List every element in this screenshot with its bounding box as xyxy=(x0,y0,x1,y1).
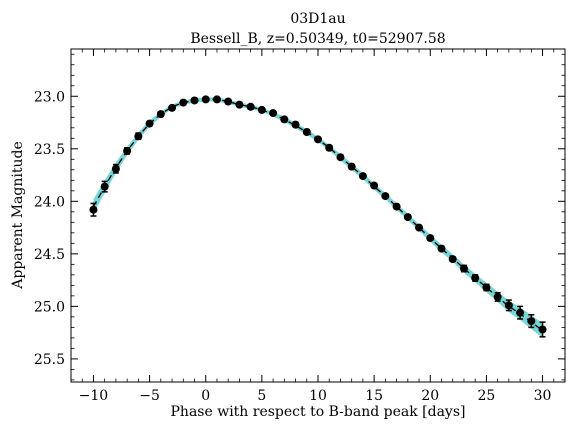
data-point xyxy=(89,205,98,214)
x-tick-label: 5 xyxy=(257,388,266,404)
x-tick-label: 25 xyxy=(477,388,495,404)
data-point xyxy=(415,223,424,232)
x-tick-label: 0 xyxy=(201,388,210,404)
data-point xyxy=(504,301,513,310)
y-tick-label: 25.5 xyxy=(34,352,65,368)
x-axis-label: Phase with respect to B-band peak [days] xyxy=(171,404,466,420)
y-axis-label: Apparent Magnitude xyxy=(10,141,26,289)
data-point xyxy=(392,202,401,211)
x-tick-label: −5 xyxy=(139,388,160,404)
data-point xyxy=(280,115,289,124)
model-uncertainty-band xyxy=(93,97,543,338)
chart-title: 03D1au xyxy=(290,11,345,27)
y-tick-label: 23.0 xyxy=(34,89,65,105)
plot-frame xyxy=(70,48,566,383)
y-tick-label: 23.5 xyxy=(34,142,65,158)
data-point xyxy=(257,105,266,114)
data-point xyxy=(538,325,547,334)
data-point xyxy=(403,213,412,222)
data-point xyxy=(224,97,233,106)
data-point xyxy=(358,172,367,181)
data-point xyxy=(269,109,278,118)
x-tick-label: 10 xyxy=(309,388,327,404)
data-point xyxy=(123,146,132,155)
data-point xyxy=(370,181,379,190)
data-point xyxy=(426,234,435,243)
data-point xyxy=(156,110,165,119)
data-point xyxy=(212,95,221,104)
chart-subtitle: Bessell_B, z=0.50349, t0=52907.58 xyxy=(190,31,445,47)
y-tick-label: 24.5 xyxy=(34,247,65,263)
y-tick-label: 24.0 xyxy=(34,194,65,210)
data-point xyxy=(381,192,390,201)
data-point xyxy=(437,244,446,253)
data-point xyxy=(134,132,143,141)
data-point xyxy=(235,100,244,109)
data-point xyxy=(179,98,188,107)
y-tick-label: 25.0 xyxy=(34,299,65,315)
data-point xyxy=(482,283,491,292)
x-tick-label: 15 xyxy=(365,388,383,404)
data-point xyxy=(246,102,255,111)
data-point xyxy=(347,162,356,171)
data-point xyxy=(459,264,468,273)
data-point xyxy=(493,292,502,301)
x-tick-label: 30 xyxy=(534,388,552,404)
data-point xyxy=(190,96,199,105)
data-point xyxy=(291,120,300,129)
data-point xyxy=(168,103,177,112)
data-point xyxy=(314,135,322,144)
data-point xyxy=(145,119,154,128)
data-point xyxy=(111,164,120,173)
data-point xyxy=(100,182,109,191)
data-point xyxy=(527,317,536,326)
data-point xyxy=(448,255,457,264)
data-point xyxy=(302,127,311,136)
x-tick-label: −10 xyxy=(79,388,109,404)
data-point xyxy=(336,153,345,162)
data-point xyxy=(325,143,334,152)
model-curve xyxy=(92,98,543,332)
data-point xyxy=(201,95,210,104)
x-tick-label: 20 xyxy=(421,388,439,404)
data-point xyxy=(471,274,480,283)
data-point xyxy=(516,308,525,317)
